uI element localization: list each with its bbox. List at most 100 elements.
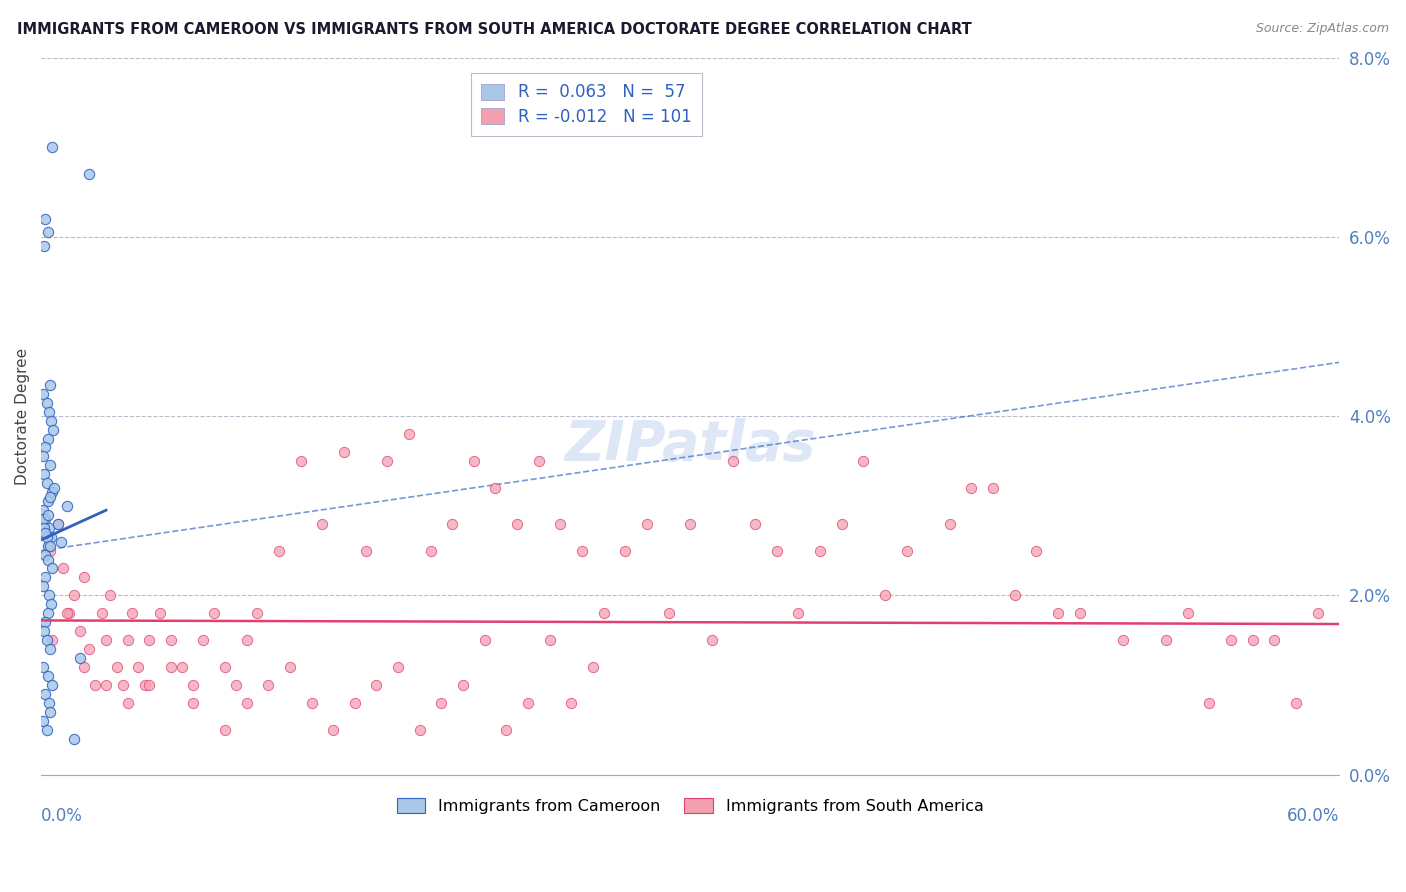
Point — [430, 696, 453, 710]
Point — [160, 660, 183, 674]
Point — [873, 588, 896, 602]
Point — [193, 633, 215, 648]
Text: IMMIGRANTS FROM CAMEROON VS IMMIGRANTS FROM SOUTH AMERICA DOCTORATE DEGREE CORRE: IMMIGRANTS FROM CAMEROON VS IMMIGRANTS F… — [17, 22, 972, 37]
Point — [723, 454, 745, 468]
Point — [34, 512, 56, 526]
Point — [32, 714, 55, 728]
Point — [138, 633, 160, 648]
Point — [1241, 633, 1264, 648]
Point — [37, 226, 59, 240]
Text: ZIPatlas: ZIPatlas — [564, 417, 815, 472]
Point — [73, 660, 96, 674]
Point — [34, 441, 56, 455]
Point — [322, 723, 344, 737]
Point — [56, 607, 79, 621]
Point — [34, 687, 56, 701]
Point — [112, 678, 135, 692]
Point — [257, 678, 280, 692]
Point — [32, 579, 55, 593]
Point — [58, 607, 80, 621]
Point — [41, 633, 63, 648]
Point — [34, 548, 56, 562]
Point — [77, 167, 100, 181]
Point — [214, 660, 236, 674]
Point — [451, 678, 474, 692]
Point — [463, 454, 485, 468]
Point — [181, 678, 204, 692]
Point — [592, 607, 614, 621]
Point — [35, 530, 58, 544]
Point — [1306, 607, 1329, 621]
Point — [170, 660, 193, 674]
Point — [38, 490, 60, 504]
Point — [117, 696, 139, 710]
Point — [69, 651, 91, 665]
Point — [35, 723, 58, 737]
Text: Source: ZipAtlas.com: Source: ZipAtlas.com — [1256, 22, 1389, 36]
Point — [32, 503, 55, 517]
Point — [658, 607, 681, 621]
Point — [538, 633, 561, 648]
Point — [1154, 633, 1177, 648]
Point — [484, 481, 506, 495]
Point — [41, 140, 63, 154]
Point — [73, 570, 96, 584]
Point — [37, 539, 59, 553]
Point — [343, 696, 366, 710]
Point — [41, 485, 63, 500]
Point — [32, 386, 55, 401]
Point — [506, 516, 529, 531]
Point — [39, 597, 62, 611]
Point — [38, 377, 60, 392]
Point — [181, 696, 204, 710]
Point — [38, 642, 60, 657]
Point — [52, 561, 75, 575]
Point — [69, 624, 91, 639]
Point — [77, 642, 100, 657]
Point — [1112, 633, 1135, 648]
Point — [37, 669, 59, 683]
Point — [34, 521, 56, 535]
Point — [62, 588, 84, 602]
Point — [48, 516, 70, 531]
Point — [94, 678, 117, 692]
Point — [138, 678, 160, 692]
Point — [127, 660, 149, 674]
Point — [679, 516, 702, 531]
Point — [516, 696, 538, 710]
Point — [1025, 543, 1047, 558]
Point — [278, 660, 301, 674]
Point — [160, 633, 183, 648]
Point — [981, 481, 1004, 495]
Point — [387, 660, 409, 674]
Point — [787, 607, 810, 621]
Point — [32, 512, 55, 526]
Point — [939, 516, 962, 531]
Point — [1069, 607, 1091, 621]
Point — [765, 543, 787, 558]
Point — [808, 543, 831, 558]
Point — [235, 696, 257, 710]
Point — [571, 543, 593, 558]
Point — [38, 404, 60, 418]
Point — [202, 607, 225, 621]
Point — [34, 525, 56, 540]
Point — [852, 454, 875, 468]
Point — [235, 633, 257, 648]
Point — [1220, 633, 1243, 648]
Point — [366, 678, 388, 692]
Point — [1004, 588, 1026, 602]
Point — [744, 516, 766, 531]
Point — [474, 633, 496, 648]
Point — [39, 530, 62, 544]
Point — [614, 543, 637, 558]
Point — [41, 561, 63, 575]
Point — [1177, 607, 1199, 621]
Point — [38, 458, 60, 473]
Point — [37, 432, 59, 446]
Point — [960, 481, 983, 495]
Point — [37, 552, 59, 566]
Point — [56, 499, 79, 513]
Point — [35, 395, 58, 409]
Legend: R =  0.063   N =  57, R = -0.012   N = 101: R = 0.063 N = 57, R = -0.012 N = 101 — [471, 73, 702, 136]
